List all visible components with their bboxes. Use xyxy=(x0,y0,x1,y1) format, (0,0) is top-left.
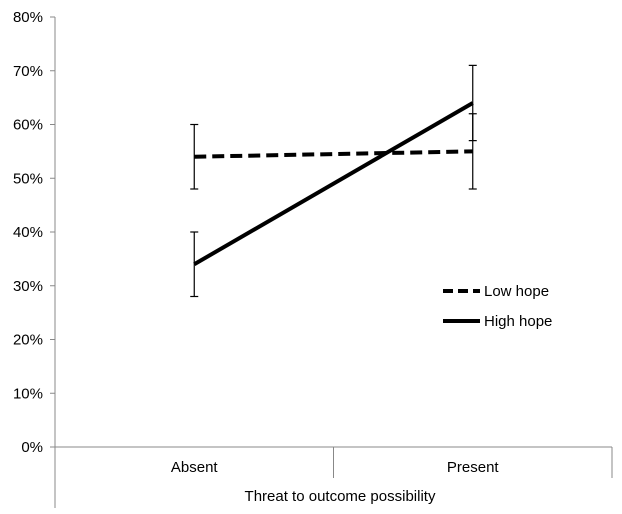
legend-label-high-hope: High hope xyxy=(484,313,552,330)
series-line-high-hope xyxy=(193,101,474,266)
x-categories: Absent Present xyxy=(171,459,500,476)
axes xyxy=(54,17,613,508)
x-category-label: Absent xyxy=(171,459,219,476)
y-ticks: 0% 10% 20% 30% 40% 50% 60% 70% 80% xyxy=(13,9,55,456)
y-tick-label: 20% xyxy=(13,332,43,349)
legend-label-low-hope: Low hope xyxy=(484,283,549,300)
x-category-label: Present xyxy=(447,459,500,476)
x-axis-title: Threat to outcome possibility xyxy=(245,488,436,505)
y-tick-label: 80% xyxy=(13,9,43,26)
y-tick-label: 10% xyxy=(13,385,43,402)
series-lines xyxy=(193,101,474,266)
y-tick-label: 60% xyxy=(13,117,43,134)
series-line-low-hope xyxy=(194,149,473,159)
legend: Low hope High hope xyxy=(443,283,552,330)
y-tick-label: 40% xyxy=(13,224,43,241)
y-tick-label: 0% xyxy=(21,439,43,456)
y-tick-label: 30% xyxy=(13,278,43,295)
error-bars xyxy=(190,64,477,298)
y-tick-label: 70% xyxy=(13,63,43,80)
y-tick-label: 50% xyxy=(13,170,43,187)
